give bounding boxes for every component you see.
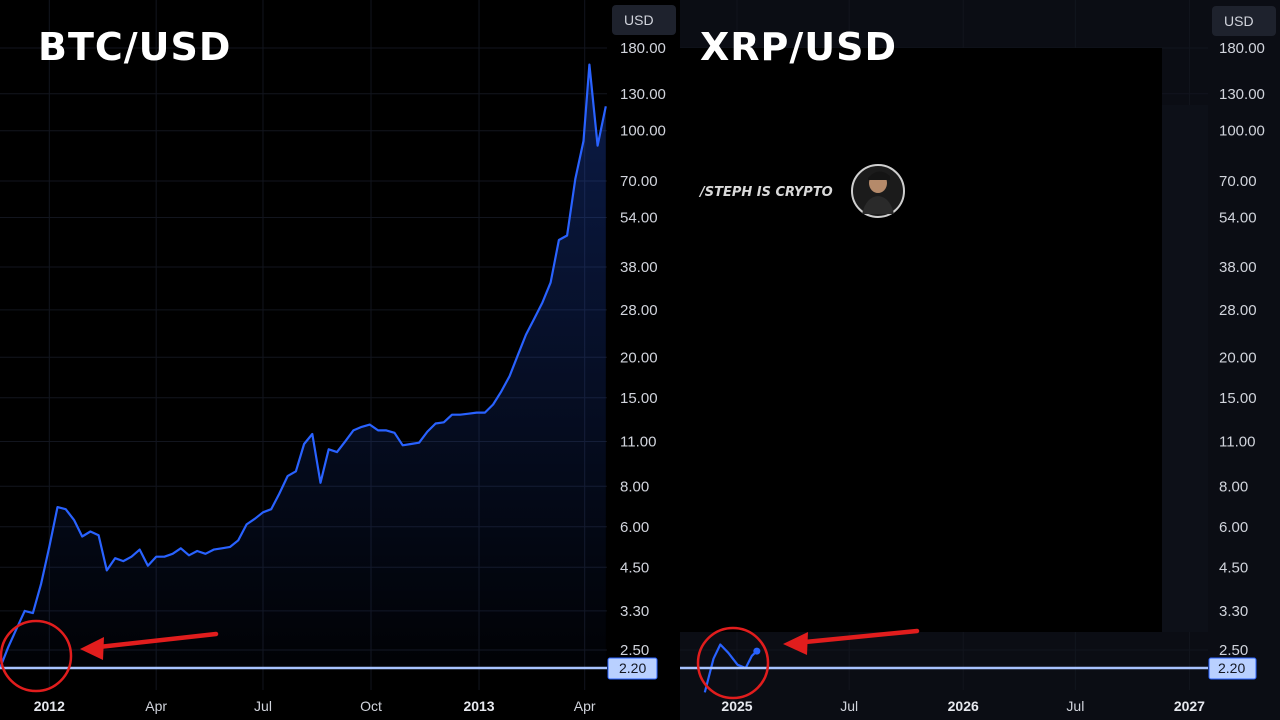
y-tick-label: 2.50 (1219, 642, 1248, 659)
btc-chart-panel[interactable]: 180.00 130.00 100.00 70.00 54.00 38.00 28.00 20… (0, 0, 678, 720)
xrp-current-price: 2.20 (1218, 660, 1245, 676)
x-tick-label: Jul (254, 698, 272, 714)
btc-title: BTC/USD (38, 25, 231, 69)
y-tick-label: 8.00 (620, 478, 649, 495)
y-tick-label: 130.00 (620, 86, 666, 103)
x-tick-label: Jul (840, 698, 858, 714)
y-tick-label: 3.30 (1219, 603, 1248, 620)
x-tick-label: Apr (574, 698, 596, 714)
xrp-title: XRP/USD (700, 25, 897, 69)
x-tick-label: 2013 (463, 698, 494, 714)
y-tick-label: 28.00 (1219, 302, 1257, 319)
x-tick-label: 2012 (34, 698, 65, 714)
xrp-currency-button[interactable] (1212, 6, 1276, 36)
avatar-person-icon (862, 171, 894, 214)
y-tick-label: 70.00 (1219, 173, 1257, 190)
y-tick-label: 70.00 (620, 173, 658, 190)
xrp-arrow-head (783, 632, 808, 655)
y-tick-label: 6.00 (620, 519, 649, 536)
y-tick-label: 15.00 (1219, 390, 1257, 407)
btc-price-line (0, 63, 607, 669)
y-tick-label: 130.00 (1219, 86, 1265, 103)
y-tick-label: 38.00 (620, 259, 658, 276)
y-tick-label: 4.50 (620, 559, 649, 576)
xrp-overlay-strip (1162, 105, 1208, 632)
xrp-currency-label: USD (1224, 13, 1254, 29)
xrp-price-axis[interactable] (1208, 0, 1280, 720)
btc-currency-button[interactable] (612, 5, 676, 35)
btc-area-fill (0, 64, 606, 669)
btc-current-price-tag: 2.20 (607, 657, 658, 680)
xrp-highlight-annotation (696, 626, 920, 700)
watermark-text: /STEPH IS CRYPTO (698, 185, 833, 200)
x-tick-label: Apr (145, 698, 167, 714)
y-tick-label: 54.00 (620, 209, 658, 226)
y-tick-label: 2.50 (620, 642, 649, 659)
watermark: /STEPH IS CRYPTO (698, 164, 905, 218)
x-tick-label: Oct (360, 698, 382, 714)
y-tick-label: 38.00 (1219, 259, 1257, 276)
btc-price-axis[interactable] (607, 0, 678, 720)
btc-currency-label: USD (624, 12, 654, 28)
xrp-current-price-tag: 2.20 (1208, 657, 1257, 680)
btc-y-axis-ticks: 180.00 130.00 100.00 70.00 54.00 38.00 28.00 20… (620, 40, 666, 659)
y-tick-label: 20.00 (1219, 349, 1257, 366)
y-tick-label: 11.00 (620, 433, 656, 450)
xrp-price-line (703, 643, 758, 693)
y-tick-label: 100.00 (620, 123, 666, 140)
xrp-overlay-block (680, 48, 1162, 632)
y-tick-label: 20.00 (620, 349, 658, 366)
btc-arrow-head (80, 637, 104, 660)
y-tick-label: 11.00 (1219, 433, 1255, 450)
x-tick-label: 2026 (948, 698, 979, 714)
btc-x-axis-ticks: 2012 Apr Jul Oct 2013 Apr (34, 698, 596, 714)
x-tick-label: Jul (1066, 698, 1084, 714)
x-tick-label: 2025 (721, 698, 752, 714)
y-tick-label: 180.00 (1219, 40, 1265, 57)
xrp-chart-panel[interactable]: 180.00 130.00 100.00 70.00 54.00 38.00 28.00 20… (680, 0, 1280, 720)
y-tick-label: 3.30 (620, 603, 649, 620)
y-tick-label: 54.00 (1219, 209, 1257, 226)
y-tick-label: 15.00 (620, 390, 658, 407)
y-tick-label: 6.00 (1219, 519, 1248, 536)
btc-highlight-annotation (0, 619, 219, 693)
btc-arrow-shaft (87, 631, 219, 651)
btc-current-price: 2.20 (619, 660, 646, 676)
xrp-arrow-shaft (792, 628, 920, 646)
xrp-x-axis-ticks: 2025 Jul 2026 Jul 2027 (721, 698, 1205, 714)
y-tick-label: 4.50 (1219, 559, 1248, 576)
y-tick-label: 100.00 (1219, 123, 1265, 140)
xrp-highlight-circle (696, 626, 770, 700)
panel-divider (678, 0, 680, 720)
x-tick-label: 2027 (1174, 698, 1205, 714)
btc-highlight-circle (0, 619, 73, 693)
xrp-y-axis-ticks: 180.00 130.00 100.00 70.00 54.00 38.00 28.00 20… (1219, 40, 1265, 659)
y-tick-label: 180.00 (620, 40, 666, 57)
xrp-last-price-dot (753, 647, 761, 655)
y-tick-label: 28.00 (620, 302, 658, 319)
y-tick-label: 8.00 (1219, 478, 1248, 495)
